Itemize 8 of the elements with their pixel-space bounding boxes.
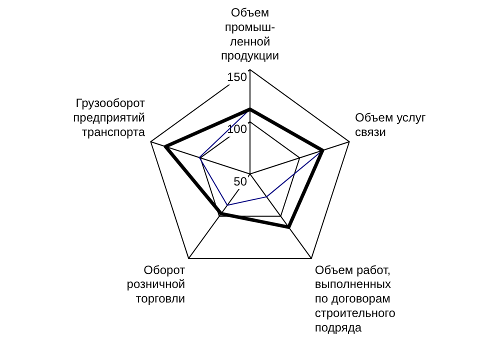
spoke-label: Грузооборот предприятий транспорта: [73, 96, 146, 139]
spoke-label: Объем услуг связи: [354, 110, 426, 139]
y-tick-label: 100: [226, 122, 248, 136]
y-tick-label: 50: [234, 174, 248, 188]
spoke-label: Оборот розничной торговли: [126, 262, 186, 306]
y-tick-label: 150: [226, 70, 248, 84]
spoke-label: Объем работ, выполненных по договорам строительного подряда: [314, 262, 396, 334]
spoke-label: Объем промыш- ленной продукции: [220, 6, 280, 63]
